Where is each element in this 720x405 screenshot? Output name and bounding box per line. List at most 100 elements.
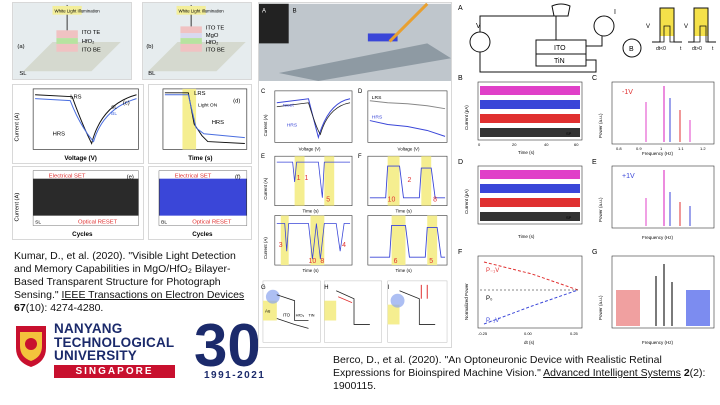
pulse-diagram-positive: V dt>0 t	[684, 7, 716, 52]
device-schematic-bl: White Light Illumination ITO TE MgO HfO₂…	[142, 2, 252, 80]
svg-text:H: H	[324, 285, 328, 291]
svg-text:E: E	[261, 154, 265, 160]
svg-text:HfO₂: HfO₂	[296, 313, 305, 318]
ntu-logo: NANYANG TECHNOLOGICAL UNIVERSITY SINGAPO…	[14, 314, 344, 386]
svg-text:(e): (e)	[127, 175, 134, 181]
svg-text:5: 5	[429, 258, 433, 265]
citation-text: Kumar, D., et al. (2020). "Visible Light…	[14, 250, 236, 301]
anniversary-mark: 30	[194, 314, 261, 370]
svg-text:BL: BL	[111, 111, 117, 117]
power-spectrum-c: C -1V Power (a.u.) Frequency (Hz) 0.8 0.…	[592, 75, 715, 156]
svg-text:Time (s): Time (s)	[518, 234, 535, 239]
svg-text:TiN: TiN	[554, 58, 565, 65]
svg-text:Au: Au	[265, 309, 271, 314]
svg-text:0.9: 0.9	[636, 146, 642, 151]
svg-text:dt>0: dt>0	[692, 46, 702, 52]
svg-text:HfO₂: HfO₂	[82, 39, 95, 45]
svg-text:0.25 s: 0.25 s	[564, 187, 575, 192]
svg-text:HRS: HRS	[287, 123, 298, 129]
issue-pages: (2): 1900115.	[333, 367, 706, 392]
svg-text:D: D	[358, 89, 362, 95]
country-banner: SINGAPORE	[54, 365, 175, 378]
svg-text:Current (pA): Current (pA)	[464, 105, 469, 130]
svg-text:ITO TE: ITO TE	[206, 25, 225, 31]
svg-text:Voltage (V): Voltage (V)	[299, 146, 321, 151]
illumination-label: White Light Illumination	[54, 9, 100, 14]
svg-text:Frequency (Hz): Frequency (Hz)	[642, 235, 674, 240]
citation-berco: Berco, D., et al. (2020). "An Optoneuron…	[333, 354, 713, 393]
svg-text:E: E	[592, 159, 597, 166]
svg-text:1.1: 1.1	[678, 146, 684, 151]
svg-text:Time (s): Time (s)	[396, 209, 413, 214]
svg-text:reset: reset	[283, 103, 295, 109]
svg-text:(d): (d)	[233, 99, 240, 105]
svg-text:1: 1	[660, 146, 663, 151]
svg-text:ITO TE: ITO TE	[82, 30, 101, 36]
svg-text:1: 1	[305, 175, 309, 182]
panel-f2-plot: 6 5 Time (s)	[367, 215, 448, 273]
svg-text:Light ON: Light ON	[198, 102, 218, 108]
svg-text:Current (A): Current (A)	[263, 237, 268, 259]
svg-text:P₋₁V: P₋₁V	[486, 318, 499, 324]
panel-c-plot: C reset HRS Current (A) Voltage (V)	[261, 89, 353, 151]
band-diagram-i: I	[387, 280, 448, 343]
svg-text:ITO: ITO	[554, 45, 566, 52]
svg-text:V: V	[684, 24, 688, 30]
journal-link[interactable]: IEEE Transactions on Electron Devices	[61, 289, 245, 301]
svg-text:Time (s): Time (s)	[303, 209, 320, 214]
panel-e-plot: E 1 1 5 Current (A) Time (s)	[261, 154, 353, 214]
svg-text:Current (A): Current (A)	[263, 114, 268, 136]
svg-text:MgO: MgO	[206, 33, 219, 39]
svg-text:SL: SL	[19, 71, 27, 77]
svg-text:F: F	[358, 154, 362, 160]
svg-text:0.25 s: 0.25 s	[564, 173, 575, 178]
svg-text:4: 4	[342, 242, 346, 249]
svg-text:B: B	[629, 46, 634, 53]
svg-text:G: G	[592, 249, 597, 256]
svg-text:Current (A): Current (A)	[263, 177, 268, 199]
svg-text:Frequency (Hz): Frequency (Hz)	[642, 151, 674, 156]
svg-text:Time (s): Time (s)	[188, 155, 212, 162]
svg-text:1: 1	[297, 175, 301, 182]
svg-text:V: V	[476, 23, 481, 30]
svg-text:Frequency (Hz): Frequency (Hz)	[642, 340, 674, 345]
svg-text:SP: SP	[566, 215, 572, 220]
power-spectrum-e: E +1V Power (a.u.) Frequency (Hz)	[592, 159, 715, 240]
svg-text:20: 20	[512, 142, 517, 147]
iv-curve-plot: LRS HRS SL BL (c) Current (A) Voltage (V…	[12, 84, 144, 164]
journal-link[interactable]: Advanced Intelligent Systems	[543, 367, 681, 379]
svg-text:White Light Illumination: White Light Illumination	[178, 9, 224, 14]
svg-text:HRS: HRS	[372, 115, 383, 121]
svg-text:8: 8	[433, 197, 437, 204]
svg-text:D: D	[458, 159, 463, 166]
svg-text:Cycles: Cycles	[72, 231, 93, 238]
svg-text:3: 3	[279, 242, 283, 249]
svg-text:LRS: LRS	[194, 91, 205, 97]
svg-text:dt (s): dt (s)	[524, 340, 535, 345]
svg-text:SL: SL	[35, 219, 41, 225]
svg-text:Time (s): Time (s)	[303, 268, 320, 273]
cycles-plot-sl: Electrical SET Optical RESET SL (e) Curr…	[12, 166, 144, 240]
volume: 2	[683, 367, 690, 379]
pulse-diagram-negative: V dt<0 t	[646, 7, 682, 52]
svg-text:Optical RESET: Optical RESET	[78, 219, 118, 225]
svg-text:Cycles: Cycles	[192, 231, 213, 238]
svg-text:Electrical SET: Electrical SET	[49, 174, 86, 180]
svg-text:8: 8	[320, 258, 324, 265]
svg-text:HRS: HRS	[212, 120, 224, 126]
svg-text:G: G	[261, 285, 266, 291]
panel-f-plot: F 10 2 8 Time (s)	[358, 154, 448, 214]
svg-text:+1V: +1V	[622, 173, 635, 180]
normalized-power-f: F P₋₁V P₀ P₋₁V Normalized Power dt (s) -…	[458, 249, 583, 345]
svg-text:0.00: 0.00	[524, 331, 533, 336]
svg-text:ITO BE: ITO BE	[206, 48, 225, 54]
svg-text:0.0 s: 0.0 s	[564, 117, 573, 122]
svg-text:Electrical SET: Electrical SET	[175, 174, 212, 180]
svg-text:(b): (b)	[146, 44, 153, 50]
band-diagram-g: G Au ITO HfO₂ TiN	[261, 280, 321, 343]
svg-text:TiN: TiN	[308, 313, 314, 318]
optoneuronic-figure-right: A ITO TiN V I B V dt<0 t	[456, 2, 718, 348]
svg-text:B: B	[293, 9, 297, 15]
anniversary-years: 1991-2021	[204, 370, 266, 381]
power-bars-g: G Power (a.u.) Frequency (Hz)	[592, 249, 715, 345]
